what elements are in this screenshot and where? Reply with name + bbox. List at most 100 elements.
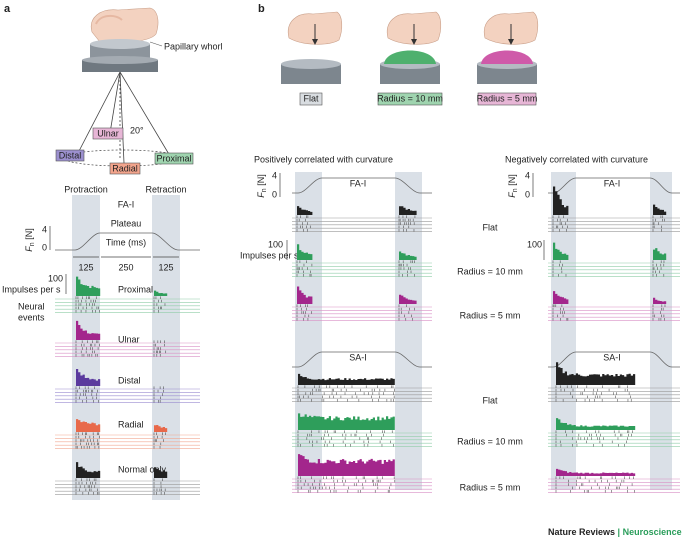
- histogram: [297, 206, 313, 215]
- separator: |: [618, 527, 621, 537]
- row-label: Radius = 10 mm: [457, 436, 523, 446]
- symbol: F: [24, 246, 34, 252]
- condition-label: Radial: [118, 419, 144, 429]
- events-label: events: [18, 312, 45, 322]
- rate-label: Impulses per s: [240, 250, 299, 260]
- leader-line: [149, 41, 163, 47]
- subscript: n: [29, 242, 36, 246]
- afferent-label: FA-I: [350, 178, 367, 188]
- histogram: [297, 286, 313, 304]
- force-trace: [292, 177, 432, 194]
- condition-label: Ulnar: [118, 334, 140, 344]
- arrow-head: [411, 39, 417, 45]
- angle-label: 20°: [130, 125, 144, 135]
- ulnar-label: Ulnar: [97, 128, 119, 138]
- column-title: Positively correlated with curvature: [254, 154, 393, 164]
- section: Neuroscience: [623, 527, 682, 537]
- force-tick: 0: [42, 242, 47, 252]
- condition-label: Distal: [118, 375, 141, 385]
- stimulus-label: Radius = 5 mm: [477, 93, 538, 103]
- histogram: [76, 462, 101, 478]
- force-tick: 4: [272, 170, 277, 180]
- histogram: [653, 204, 667, 215]
- condition-label: Proximal: [118, 284, 153, 294]
- histogram: [76, 419, 101, 432]
- row-label: Radius = 5 mm: [460, 482, 521, 492]
- stim-base: [477, 64, 537, 84]
- footer: Nature Reviews | Neuroscience: [548, 527, 682, 537]
- histogram: [76, 276, 101, 296]
- stimulus-label: Radius = 10 mm: [377, 93, 443, 103]
- histogram: [298, 413, 395, 430]
- histogram: [297, 244, 313, 260]
- journal: Nature Reviews: [548, 527, 615, 537]
- panel-label: b: [258, 3, 265, 15]
- histogram: [553, 291, 569, 304]
- duration: 250: [118, 262, 133, 272]
- force-axis-label: Fn [N]: [24, 228, 35, 251]
- plateau-label: Plateau: [111, 218, 142, 228]
- panel-label: a: [4, 3, 11, 15]
- histogram: [76, 320, 101, 340]
- proximal-line: [119, 71, 171, 157]
- force-tick: 0: [272, 189, 277, 199]
- arrow-head: [508, 39, 514, 45]
- histogram: [76, 369, 101, 386]
- histogram: [154, 424, 168, 432]
- direction-lines: [77, 71, 171, 164]
- histogram: [556, 468, 636, 476]
- subscript: n: [512, 188, 519, 192]
- events-label: Neural: [18, 301, 45, 311]
- rate-scale: 100: [48, 273, 63, 283]
- histogram: [553, 242, 569, 260]
- unit: [N]: [507, 174, 517, 188]
- column-title: Negatively correlated with curvature: [505, 154, 648, 164]
- row-label: Radius = 5 mm: [460, 310, 521, 320]
- symbol: F: [256, 192, 266, 198]
- stimulus-label: Flat: [303, 93, 319, 103]
- histogram: [653, 248, 667, 260]
- force-tick: 0: [525, 189, 530, 199]
- stim-rim: [82, 56, 158, 64]
- histogram: [553, 186, 569, 215]
- stim-rim: [281, 59, 341, 69]
- histogram: [556, 362, 636, 385]
- histogram: [556, 418, 636, 430]
- time-axis-label: Time (ms): [106, 237, 146, 247]
- histogram: [399, 251, 417, 260]
- rate-scale: 100: [268, 239, 283, 249]
- duration: 125: [158, 262, 173, 272]
- phase-label: Retraction: [145, 184, 186, 194]
- stimulators: [281, 11, 539, 84]
- distal-box: [55, 149, 85, 162]
- dome: [481, 50, 533, 64]
- proximal-label: Proximal: [156, 153, 191, 163]
- finger: [90, 7, 159, 44]
- phase-label: Protraction: [64, 184, 108, 194]
- force-trace: [292, 351, 432, 368]
- stim-base: [380, 64, 440, 84]
- force-axis-label: Fn [N]: [507, 174, 518, 197]
- subscript: n: [261, 188, 268, 192]
- duration: 125: [78, 262, 93, 272]
- radial-label: Radial: [112, 163, 138, 173]
- force-tick: 4: [42, 224, 47, 234]
- proximal-box: [154, 152, 194, 165]
- distal-line: [77, 71, 121, 154]
- finger-shape: [90, 7, 159, 44]
- arrow-head: [312, 39, 318, 45]
- afferent-label: FA-I: [118, 199, 135, 209]
- unit: [N]: [24, 228, 34, 242]
- force-trace: [55, 232, 200, 251]
- histogram: [298, 373, 395, 385]
- row-label: Flat: [482, 395, 498, 405]
- stim-label-box: [299, 92, 323, 106]
- histogram: [653, 297, 667, 304]
- ulnar-line: [109, 71, 121, 134]
- histogram: [399, 294, 417, 304]
- row-label: Flat: [482, 222, 498, 232]
- histogram: [154, 467, 168, 478]
- radial-box: [109, 162, 141, 175]
- stim-face: [90, 39, 150, 49]
